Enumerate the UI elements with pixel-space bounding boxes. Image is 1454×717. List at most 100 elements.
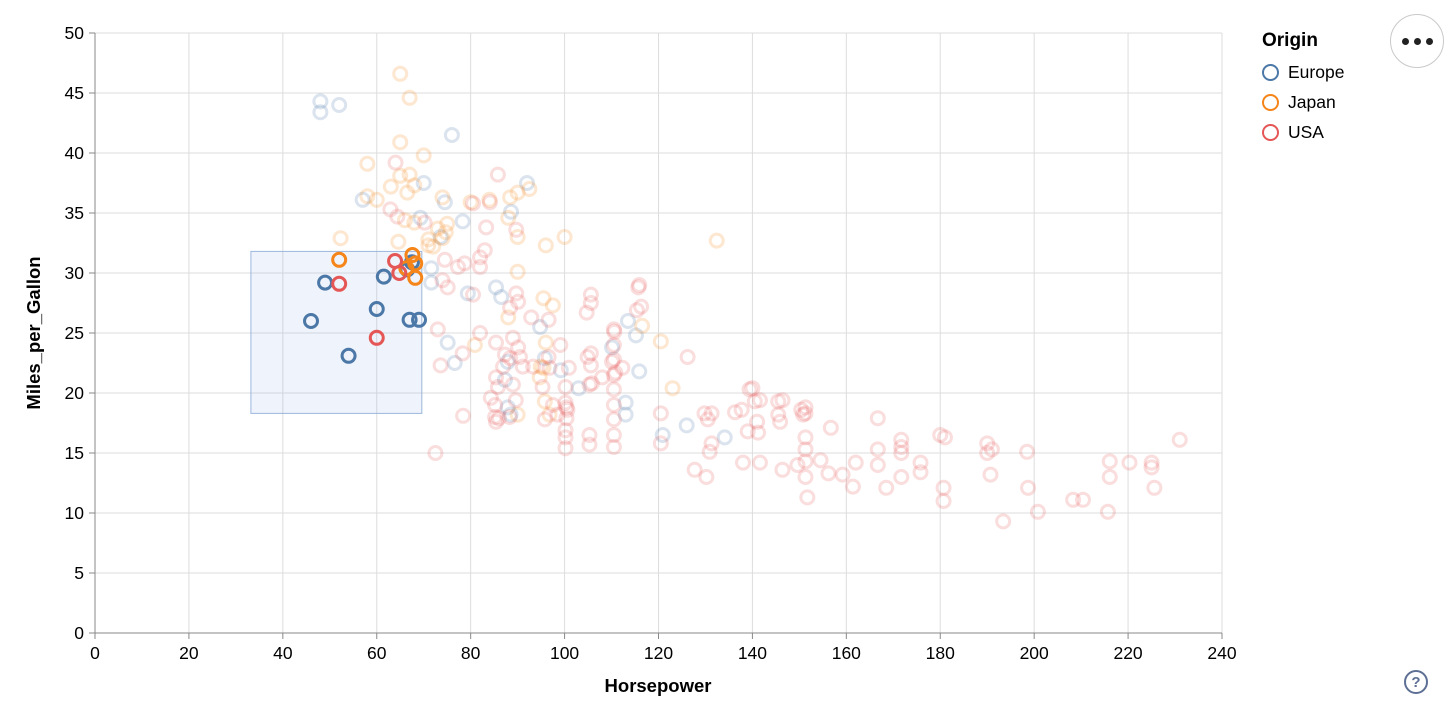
data-point[interactable] [631,363,648,380]
data-point[interactable] [605,439,622,455]
data-point[interactable] [581,436,598,453]
data-point[interactable] [454,345,471,362]
data-point[interactable] [686,461,703,478]
data-point-selected[interactable] [375,268,392,285]
data-point[interactable] [427,445,444,461]
data-point[interactable] [514,358,531,375]
data-point[interactable] [605,397,622,413]
data-point[interactable] [541,406,558,423]
data-point[interactable] [489,166,506,183]
data-point[interactable] [540,311,557,328]
help-button[interactable]: ? [1404,670,1428,694]
data-point[interactable] [502,299,519,316]
data-point[interactable] [455,407,472,424]
data-point[interactable] [525,358,542,375]
data-point[interactable] [912,464,929,481]
data-point[interactable] [652,333,669,350]
data-point[interactable] [436,194,453,211]
data-point-selected[interactable] [368,301,385,317]
data-point[interactable] [982,466,999,483]
data-point[interactable] [509,184,526,201]
data-point[interactable] [627,327,644,344]
data-point[interactable] [605,321,622,338]
data-point[interactable] [476,242,493,259]
data-point[interactable] [354,191,371,208]
data-point[interactable] [406,214,423,231]
data-point[interactable] [500,309,517,326]
data-point[interactable] [502,406,519,423]
data-point-selected[interactable] [331,251,348,268]
data-point[interactable] [604,353,621,370]
data-point[interactable] [1065,491,1082,508]
data-point[interactable] [583,375,600,392]
data-point[interactable] [531,369,548,386]
data-point-selected[interactable] [340,347,357,364]
data-point[interactable] [1020,479,1037,496]
data-point[interactable] [509,406,526,423]
data-point[interactable] [581,427,598,443]
data-point[interactable] [312,104,329,121]
data-point[interactable] [797,429,814,446]
data-point[interactable] [523,309,540,326]
data-point[interactable] [696,405,713,422]
data-point[interactable] [749,413,766,430]
data-point[interactable] [396,212,413,229]
data-point[interactable] [401,166,418,183]
data-point[interactable] [772,413,789,430]
data-point[interactable] [581,376,598,393]
data-point[interactable] [557,379,574,395]
data-point[interactable] [429,321,446,338]
data-point[interactable] [462,194,479,211]
data-point[interactable] [606,323,623,340]
data-point[interactable] [607,364,624,381]
data-point[interactable] [893,431,910,448]
data-point[interactable] [727,404,744,421]
data-point[interactable] [979,435,996,452]
data-point[interactable] [631,277,648,293]
data-point[interactable] [481,191,498,208]
data-point[interactable] [556,229,573,245]
data-point[interactable] [912,454,929,471]
data-point[interactable] [446,355,463,371]
data-point[interactable] [834,466,851,483]
data-point[interactable] [789,457,806,473]
data-point[interactable] [617,394,634,411]
data-point[interactable] [751,454,768,471]
data-point[interactable] [774,392,791,409]
data-point[interactable] [312,93,329,110]
data-point[interactable] [532,358,549,375]
data-point-selected[interactable] [391,265,408,281]
data-point[interactable] [500,209,517,226]
data-point[interactable] [582,357,599,374]
data-point[interactable] [382,178,399,195]
data-point[interactable] [423,260,440,277]
data-point[interactable] [770,393,787,410]
data-point[interactable] [488,334,505,351]
data-point[interactable] [664,380,681,397]
data-point[interactable] [558,399,575,416]
data-point[interactable] [750,424,767,441]
data-point[interactable] [557,422,574,439]
data-point[interactable] [741,381,758,398]
data-point[interactable] [558,410,575,427]
data-point-selected[interactable] [404,247,421,263]
data-point[interactable] [605,367,622,383]
data-point[interactable] [443,127,460,143]
data-point[interactable] [935,479,952,496]
data-point[interactable] [619,313,636,329]
data-point[interactable] [869,457,886,473]
data-point[interactable] [774,461,791,478]
data-point[interactable] [496,371,513,388]
data-point[interactable] [628,302,645,319]
data-point[interactable] [605,411,622,428]
data-point[interactable] [893,439,910,455]
data-point[interactable] [1101,469,1118,485]
data-point[interactable] [537,237,554,254]
data-point[interactable] [795,406,812,423]
data-point[interactable] [604,339,621,356]
data-point[interactable] [439,334,456,351]
data-point[interactable] [1121,454,1138,471]
data-point[interactable] [502,350,519,367]
data-point[interactable] [799,489,816,506]
data-point[interactable] [1143,454,1160,471]
